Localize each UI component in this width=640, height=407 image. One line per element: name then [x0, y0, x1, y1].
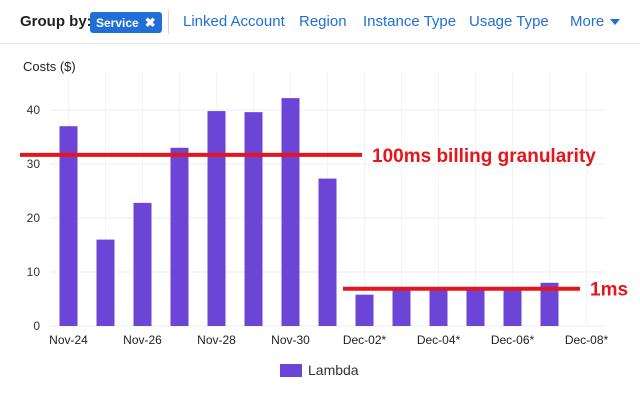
service-chip-label: Service	[96, 15, 139, 30]
tab-usage-type[interactable]: Usage Type	[469, 13, 549, 30]
cost-bar-chart: Costs ($) 0 10 20 30 40 Nov-24 Nov-26 Nov-28 Nov-…	[20, 59, 628, 347]
tab-instance-type[interactable]: Instance Type	[363, 13, 457, 30]
x-tick-label: Dec-02*	[343, 333, 387, 347]
bar-dec-06[interactable]	[503, 289, 522, 326]
y-tick-label: 20	[27, 211, 41, 225]
y-axis-label: Costs ($)	[23, 59, 76, 74]
x-tick-label: Nov-26	[123, 333, 162, 347]
x-tick-label: Dec-08*	[565, 333, 609, 347]
x-tick-label: Dec-06*	[491, 333, 535, 347]
service-filter-chip[interactable]: Service ✖	[90, 12, 162, 33]
annotation-label-100ms: 100ms billing granularity	[372, 146, 596, 167]
legend-label-lambda: Lambda	[308, 362, 359, 378]
bar-nov-25[interactable]	[96, 239, 115, 326]
legend-swatch-lambda[interactable]	[280, 363, 302, 377]
y-tick-label: 10	[27, 265, 41, 279]
caret-down-icon	[610, 19, 621, 26]
bar-nov-26[interactable]	[133, 202, 152, 326]
bar-nov-27[interactable]	[170, 147, 189, 326]
tab-more[interactable]: More	[570, 13, 621, 30]
close-icon[interactable]: ✖	[144, 14, 156, 30]
bar-dec-05[interactable]	[466, 289, 485, 326]
bar-dec-01[interactable]	[318, 178, 337, 326]
x-tick-label: Nov-28	[197, 333, 236, 347]
annotation-label-1ms: 1ms	[590, 280, 628, 301]
x-tick-label: Nov-24	[49, 333, 88, 347]
bar-nov-24[interactable]	[59, 126, 78, 326]
bar-nov-29[interactable]	[244, 112, 263, 326]
y-tick-label: 0	[33, 319, 40, 333]
bar-dec-02[interactable]	[355, 294, 374, 326]
chart-legend: Lambda	[280, 362, 359, 378]
tab-region[interactable]: Region	[299, 13, 347, 30]
more-label: More	[570, 13, 605, 30]
bar-dec-03[interactable]	[392, 289, 411, 326]
toolbar-divider	[168, 10, 169, 34]
bar-nov-30[interactable]	[281, 98, 300, 326]
bar-dec-04[interactable]	[429, 289, 448, 326]
bar-dec-07[interactable]	[540, 282, 559, 326]
x-tick-label: Nov-30	[271, 333, 310, 347]
group-by-label: Group by:	[20, 13, 92, 30]
bar-nov-28[interactable]	[207, 111, 226, 326]
group-by-toolbar: Group by: Service ✖ Linked Account Regio…	[0, 0, 640, 44]
x-tick-label: Dec-04*	[417, 333, 461, 347]
y-tick-label: 30	[27, 157, 41, 171]
tab-linked-account[interactable]: Linked Account	[183, 13, 285, 30]
y-tick-label: 40	[27, 103, 41, 117]
